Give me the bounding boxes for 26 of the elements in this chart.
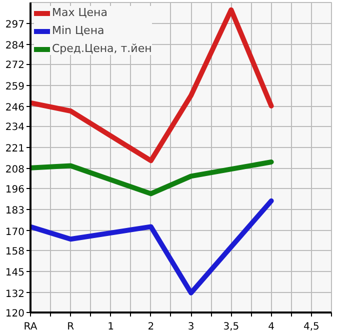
y-tick-label: 259 [5,81,25,92]
y-tick-label: 208 [5,164,25,176]
y-tick-label: 297 [5,19,25,30]
y-tick-label: 196 [5,184,25,196]
y-tick-label: 158 [5,246,25,258]
legend-label: Min Цена [52,24,104,37]
x-tick-label: RA [24,322,38,332]
y-tick-label: 272 [5,60,25,72]
x-tick-label: 4 [268,322,274,332]
y-tick-label: 170 [5,226,25,238]
legend-label: Сред.Цена, т.йен [52,42,152,55]
y-tick-label: 221 [5,143,25,154]
y-tick-label: 246 [5,102,25,114]
x-tick-label: R [67,322,74,332]
x-tick-label: 1 [108,322,114,332]
x-tick-label: 4,5 [303,322,320,332]
x-tick-label: 3 [188,322,194,332]
x-tick-label: 3,5 [223,322,240,332]
y-tick-label: 120 [5,308,25,320]
y-tick-label: 145 [5,268,25,279]
y-tick-label: 284 [5,40,25,52]
legend-label: Max Цена [52,6,108,19]
y-tick-label: 234 [5,122,25,134]
y-tick-label: 183 [5,206,25,217]
x-tick-label: 2 [148,322,154,332]
y-tick-label: 132 [5,288,25,300]
